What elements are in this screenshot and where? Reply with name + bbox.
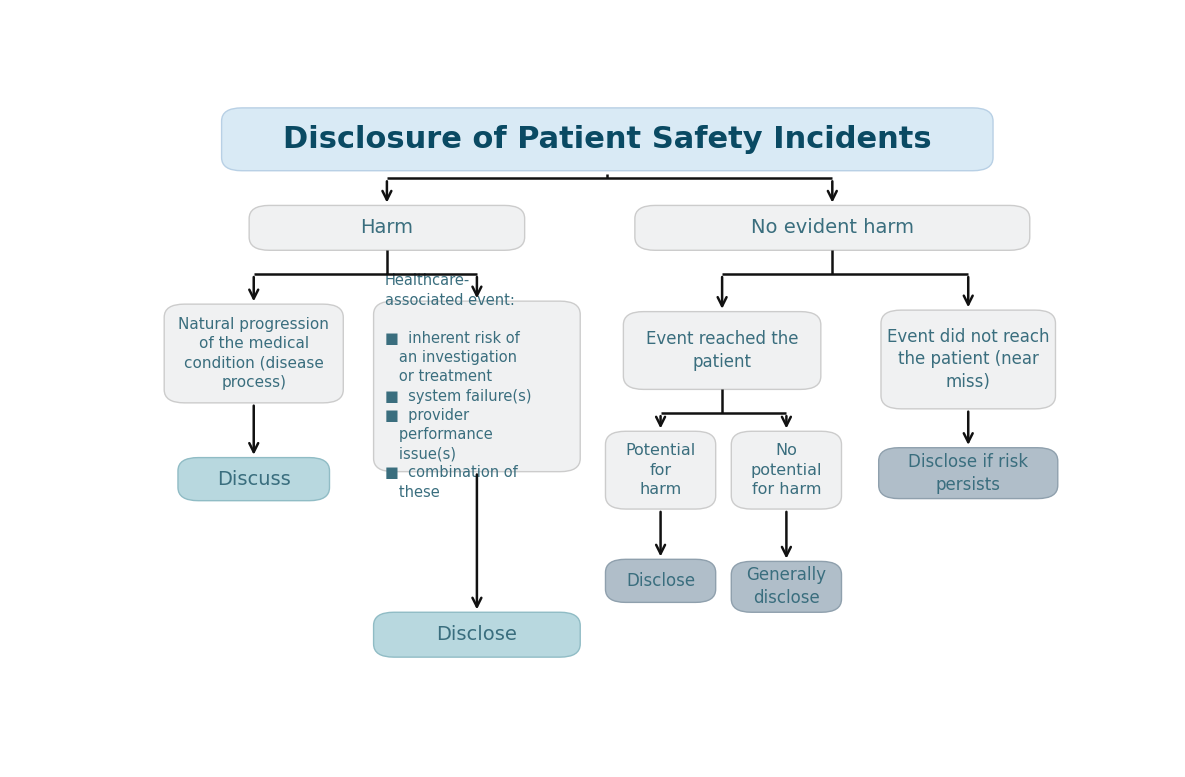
FancyBboxPatch shape xyxy=(606,559,716,602)
FancyBboxPatch shape xyxy=(249,205,525,250)
Text: Generally
disclose: Generally disclose xyxy=(747,566,826,608)
Text: Disclose: Disclose xyxy=(436,625,518,644)
FancyBboxPatch shape xyxy=(731,562,841,612)
FancyBboxPatch shape xyxy=(623,312,821,389)
FancyBboxPatch shape xyxy=(879,448,1058,499)
Text: No evident harm: No evident harm xyxy=(751,218,914,237)
Text: Disclose: Disclose xyxy=(626,572,696,590)
FancyBboxPatch shape xyxy=(635,205,1030,250)
FancyBboxPatch shape xyxy=(373,301,581,472)
Text: Event did not reach
the patient (near
miss): Event did not reach the patient (near mi… xyxy=(888,328,1050,392)
Text: Natural progression
of the medical
condition (disease
process): Natural progression of the medical condi… xyxy=(178,317,329,390)
FancyBboxPatch shape xyxy=(373,612,581,657)
FancyBboxPatch shape xyxy=(731,431,841,509)
FancyBboxPatch shape xyxy=(178,458,329,500)
Text: Event reached the
patient: Event reached the patient xyxy=(646,330,799,371)
FancyBboxPatch shape xyxy=(222,108,993,171)
Text: Potential
for
harm: Potential for harm xyxy=(626,444,696,497)
Text: Healthcare-
associated event:

■  inherent risk of
   an investigation
   or tre: Healthcare- associated event: ■ inherent… xyxy=(385,274,531,500)
Text: Discuss: Discuss xyxy=(217,469,290,489)
Text: Disclose if risk
persists: Disclose if risk persists xyxy=(908,453,1029,493)
Text: No
potential
for harm: No potential for harm xyxy=(750,444,822,497)
Text: Disclosure of Patient Safety Incidents: Disclosure of Patient Safety Incidents xyxy=(283,125,931,154)
Text: Harm: Harm xyxy=(360,218,414,237)
FancyBboxPatch shape xyxy=(606,431,716,509)
FancyBboxPatch shape xyxy=(880,310,1056,409)
FancyBboxPatch shape xyxy=(165,304,344,402)
